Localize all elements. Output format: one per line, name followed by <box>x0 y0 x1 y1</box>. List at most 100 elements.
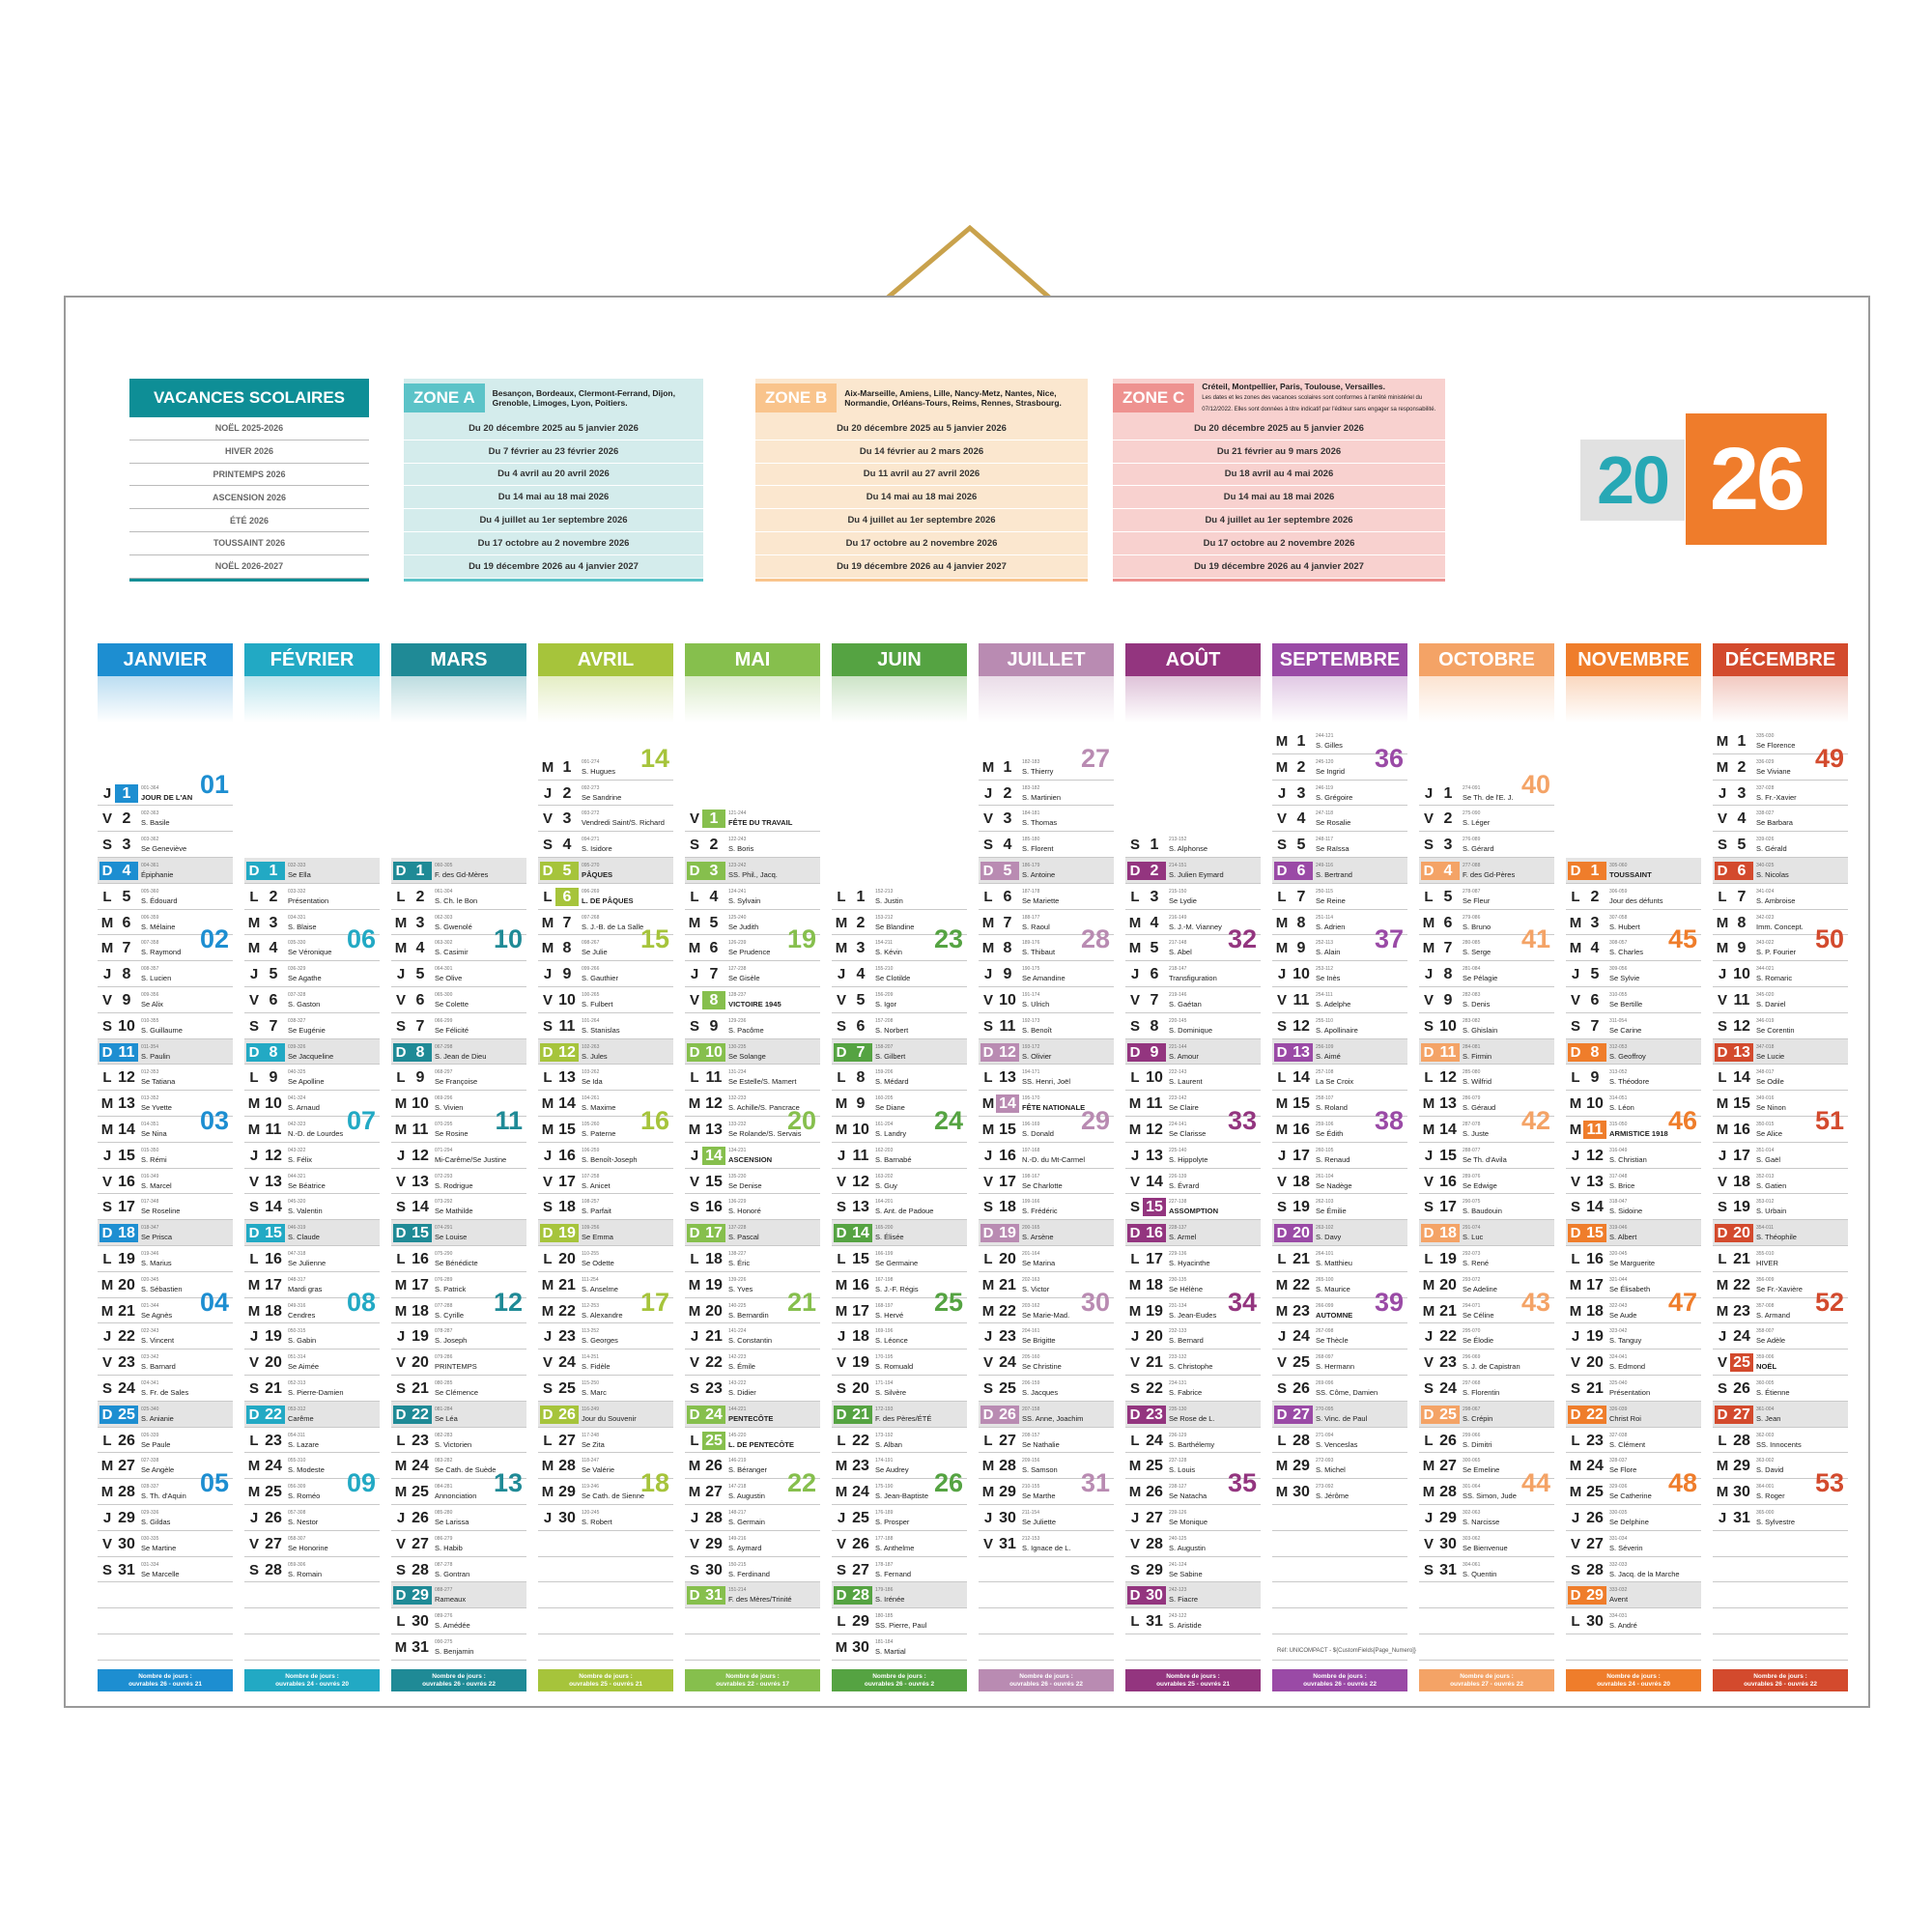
saint-name: Se Diane <box>875 1103 905 1113</box>
saint-name: S. Éric <box>728 1258 751 1267</box>
day-info: 149-216 S. Aymard <box>728 1535 818 1552</box>
saint-name: S. Martial <box>875 1646 906 1656</box>
day-number: 7 <box>709 966 719 983</box>
saint-name: S. Adrien <box>1316 922 1346 931</box>
day-number: 28 <box>558 1458 576 1475</box>
day-of-year: 035-330 <box>288 940 306 947</box>
day-row: J 24 267-098 Se Thècle <box>1272 1323 1407 1350</box>
day-row: J 15 015-350 S. Rémi <box>98 1143 233 1169</box>
day-row: J 27 239-126 Se Monique <box>1125 1505 1261 1531</box>
day-number: 16 <box>1293 1121 1310 1138</box>
saint-name: S. Narcisse <box>1463 1517 1500 1526</box>
day-row: V 25 359-006 NOËL <box>1713 1350 1848 1376</box>
day-info: 162-203 S. Barnabé <box>875 1147 965 1164</box>
day-row: J 29 302-063 S. Narcisse <box>1419 1505 1554 1531</box>
day-info: 298-067 S. Crépin <box>1463 1406 1552 1423</box>
day-of-year: 052-313 <box>288 1379 306 1386</box>
zone-cities: Aix-Marseille, Amiens, Lille, Nancy-Metz… <box>837 388 1088 408</box>
day-info: 189-176 S. Thibaut <box>1022 939 1112 956</box>
day-of-year: 220-145 <box>1169 1017 1187 1024</box>
day-info: 101-264 S. Stanislas <box>582 1017 671 1035</box>
saint-name: SS. Phil., Jacq. <box>728 869 778 879</box>
day-of-year: 159-206 <box>875 1069 894 1076</box>
day-row: J 30 211-154 Se Juliette <box>979 1505 1114 1531</box>
day-number: 27 <box>558 1432 576 1449</box>
day-info: 077-288 S. Cyrille <box>435 1302 525 1320</box>
week-number: 25 <box>933 1287 963 1317</box>
weekday-letter: S <box>1570 1199 1580 1216</box>
saint-name: Se Rolande/S. Servais <box>728 1128 802 1138</box>
saint-name: S. Baudouin <box>1463 1207 1502 1216</box>
zone-date: Du 17 octobre au 2 novembre 2026 <box>404 531 703 555</box>
day-number: 25 <box>1586 1484 1604 1501</box>
saint-name: S. Benjamin <box>435 1646 474 1656</box>
saint-name: Se Louise <box>435 1233 468 1242</box>
weekday-letter: S <box>1717 1017 1727 1035</box>
month-name: JANVIER <box>98 643 233 676</box>
month-fade <box>1419 676 1554 723</box>
day-number: 8 <box>1150 1017 1159 1035</box>
saint-name: S. Maurice <box>1316 1284 1350 1293</box>
month-name: JUILLET <box>979 643 1114 676</box>
day-of-year: 180-185 <box>875 1613 894 1620</box>
saint-name: Se Clotilde <box>875 974 911 983</box>
day-info: 151-214 F. des Mères/Trinité <box>728 1586 818 1604</box>
weekday-letter: V <box>1423 1535 1434 1552</box>
day-row: V 5 156-209 S. Igor <box>832 987 967 1013</box>
day-of-year: 118-247 <box>582 1458 599 1464</box>
day-of-year: 056-309 <box>288 1484 306 1491</box>
day-number: 1 <box>1003 758 1012 776</box>
day-number: 30 <box>999 1509 1016 1526</box>
day-number: 27 <box>1290 1405 1313 1424</box>
weekday-letter: M <box>247 1276 261 1293</box>
month-footer: Nombre de jours : ouvrables 26 - ouvrés 2… <box>979 1669 1114 1691</box>
day-of-year: 201-164 <box>1022 1250 1040 1257</box>
day-row: M 18 077-288 S. Cyrille 12 <box>391 1288 526 1324</box>
day-of-year: 194-171 <box>1022 1069 1040 1076</box>
weekday-letter: M <box>688 1484 701 1501</box>
day-number: 2 <box>562 784 572 802</box>
day-number: 11 <box>412 1121 429 1138</box>
day-row: V 3 093-272 Vendredi Saint/S. Richard <box>538 806 673 833</box>
day-row: S 16 136-229 S. Honoré <box>685 1194 820 1221</box>
week-number: 41 <box>1520 924 1550 954</box>
day-of-year: 143-222 <box>728 1379 747 1386</box>
day-row: J 8 281-084 Se Pélagie <box>1419 961 1554 987</box>
day-number: 4 <box>1590 940 1600 957</box>
day-of-year: 001-364 <box>141 784 159 791</box>
day-row: J 16 197-168 N.-D. du Mt-Carmel <box>979 1143 1114 1169</box>
footer-count: ouvrables 26 - ouvrés 22 <box>1303 1680 1377 1688</box>
saint-name: S. Honoré <box>728 1207 761 1216</box>
day-number: 19 <box>1146 1302 1163 1320</box>
day-info: 118-247 Se Valérie <box>582 1457 671 1474</box>
weekday-letter: M <box>1569 940 1582 957</box>
day-of-year: 109-256 <box>582 1225 600 1232</box>
day-number: 25 <box>265 1484 282 1501</box>
day-number: 26 <box>705 1458 723 1475</box>
day-number: 11 <box>115 1042 138 1062</box>
weekday-letter: M <box>835 1484 848 1501</box>
saint-name: Se Prisca <box>141 1233 173 1242</box>
day-info: 300-065 Se Emeline <box>1463 1457 1552 1474</box>
day-number: 26 <box>1293 1379 1310 1397</box>
year-suffix: 26 <box>1686 413 1827 545</box>
day-row: S 5 339-026 S. Gérald <box>1713 832 1848 858</box>
day-info: 065-300 Se Colette <box>435 991 525 1009</box>
weekday-letter: M <box>394 1121 408 1138</box>
saint-name: S. Edmond <box>1609 1362 1646 1372</box>
day-number: 4 <box>1436 861 1460 880</box>
day-of-year: 115-250 <box>582 1379 599 1386</box>
day-of-year: 181-184 <box>875 1638 894 1645</box>
saint-name: S. Anianie <box>141 1413 174 1423</box>
day-number: 6 <box>1730 861 1753 880</box>
day-of-year: 145-220 <box>728 1432 747 1438</box>
weekday-letter: D <box>1568 861 1583 880</box>
vacances-scolaires-panel: VACANCES SCOLAIRES NOËL 2025-2026 HIVER … <box>129 379 369 582</box>
day-number: 6 <box>709 940 719 957</box>
day-row: J 1 274-091 Se Th. de l'E. J. 40 <box>1419 770 1554 807</box>
day-number: 13 <box>852 1199 869 1216</box>
weekday-letter: M <box>1716 1484 1729 1501</box>
day-row: D 20 354-011 S. Théophile <box>1713 1220 1848 1246</box>
saint-name: S. Marcel <box>141 1180 172 1190</box>
day-info: 329-036 Se Catherine <box>1609 1483 1699 1500</box>
